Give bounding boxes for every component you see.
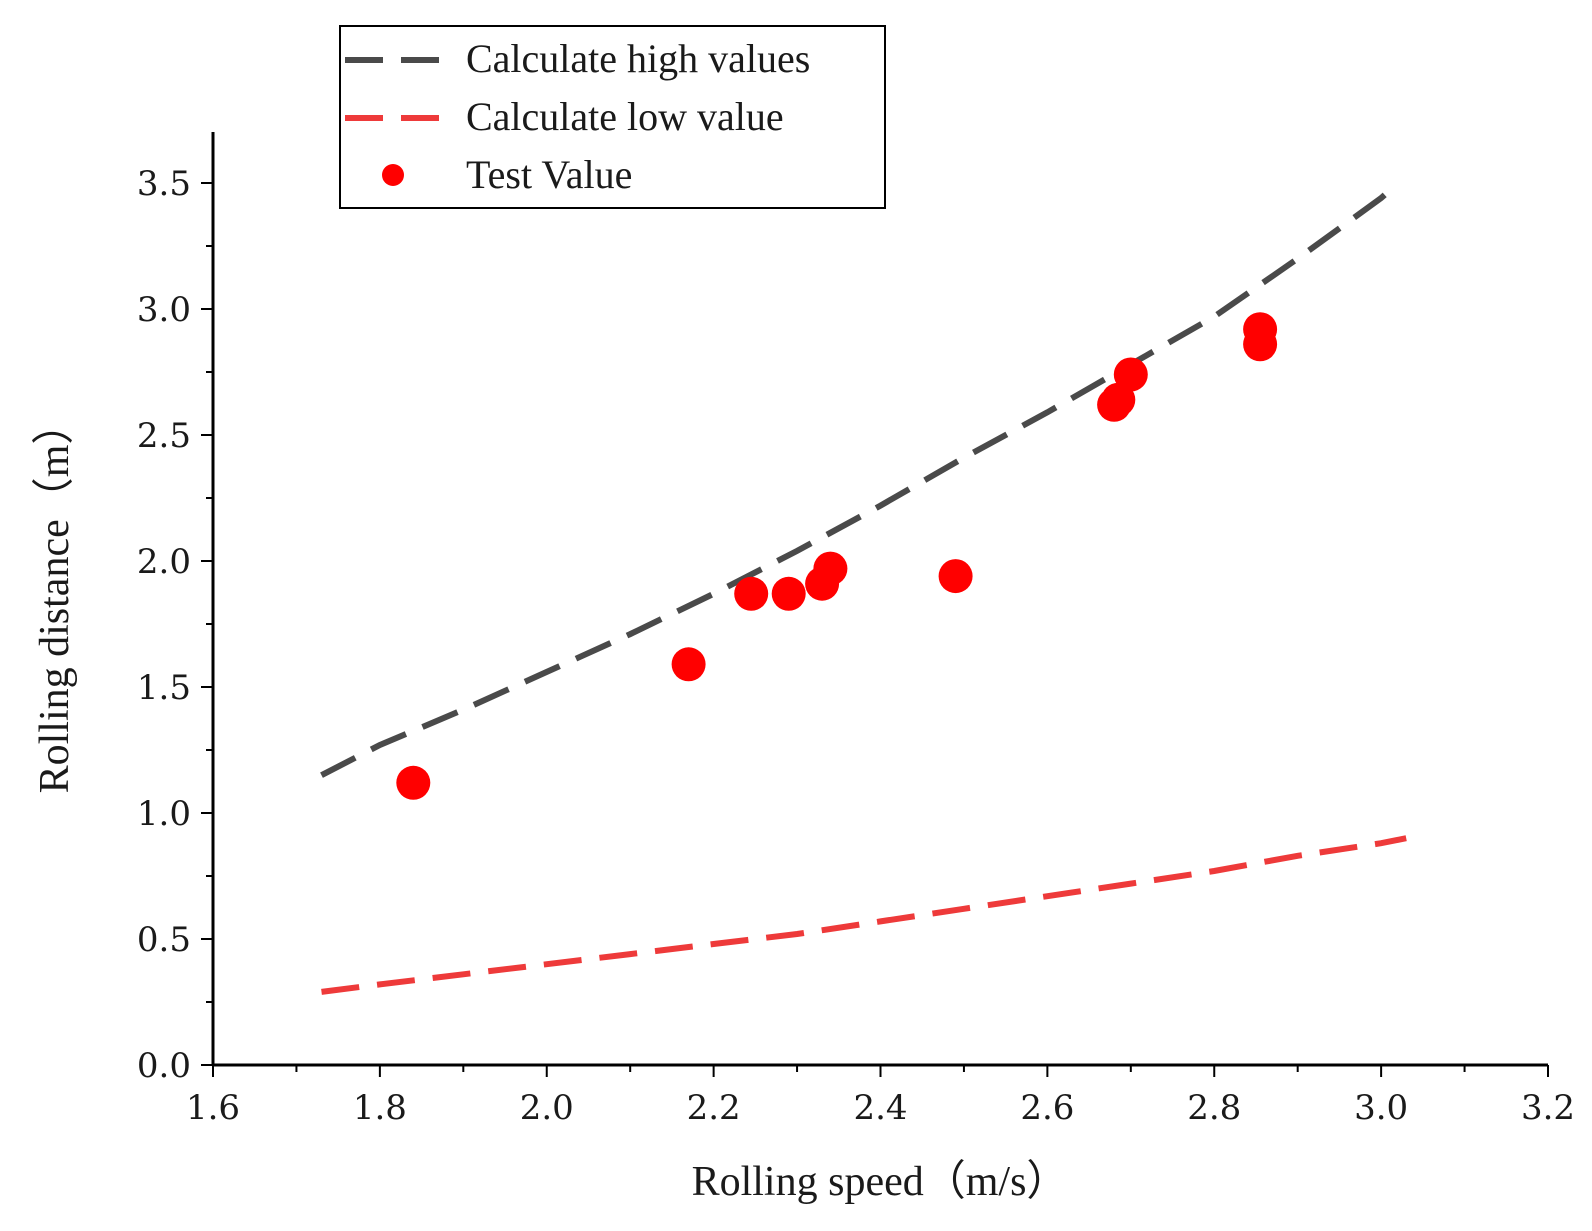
x-tick-label: 2.8 [1187, 1088, 1241, 1128]
x-tick-label: 2.2 [687, 1088, 741, 1128]
x-tick-label: 3.0 [1354, 1088, 1408, 1128]
test-value-point [938, 559, 973, 594]
test-value-point [1101, 382, 1136, 417]
y-tick-label: 0.5 [137, 920, 191, 960]
x-axis-label: Rolling speed（m/s） [692, 1159, 1069, 1205]
x-tick-label: 1.8 [353, 1088, 407, 1128]
series-layer [320, 180, 1407, 995]
series-line-1 [321, 835, 1407, 995]
y-axis-label: Rolling distance（m） [32, 403, 78, 794]
x-tick-label: 2.6 [1020, 1088, 1074, 1128]
test-value-point [396, 765, 431, 800]
y-tick-label: 2.0 [137, 542, 191, 582]
test-value-point [671, 647, 706, 682]
y-tick-label: 2.5 [137, 416, 191, 456]
legend-label-high: Calculate high values [466, 36, 810, 81]
x-tick-label: 2.0 [520, 1088, 574, 1128]
legend-label-test: Test Value [466, 152, 632, 197]
axes [211, 132, 1548, 1067]
y-tick-label: 1.5 [137, 668, 191, 708]
legend: Calculate high values Calculate low valu… [339, 25, 886, 209]
test-value-point [1243, 327, 1278, 362]
test-value-point [813, 551, 848, 586]
test-value-point [1113, 357, 1148, 392]
legend-swatch-test [382, 164, 404, 186]
y-tick-label: 3.0 [137, 290, 191, 330]
x-tick-label: 2.4 [853, 1088, 907, 1128]
legend-label-low: Calculate low value [466, 94, 784, 139]
tick-labels: 1.6 1.8 2.0 2.2 2.4 2.6 2.8 3.0 3.2 0.0 0.5 1.0 1.5 2… [137, 164, 1575, 1128]
series-line-0 [320, 180, 1400, 778]
y-tick-label: 3.5 [137, 164, 191, 204]
ticks [201, 182, 1549, 1077]
y-tick-label: 1.0 [137, 794, 191, 834]
test-value-point [734, 576, 769, 611]
y-tick-label: 0.0 [137, 1046, 191, 1086]
test-value-point [771, 576, 806, 611]
x-tick-label: 3.2 [1521, 1088, 1575, 1128]
x-tick-label: 1.6 [186, 1088, 240, 1128]
